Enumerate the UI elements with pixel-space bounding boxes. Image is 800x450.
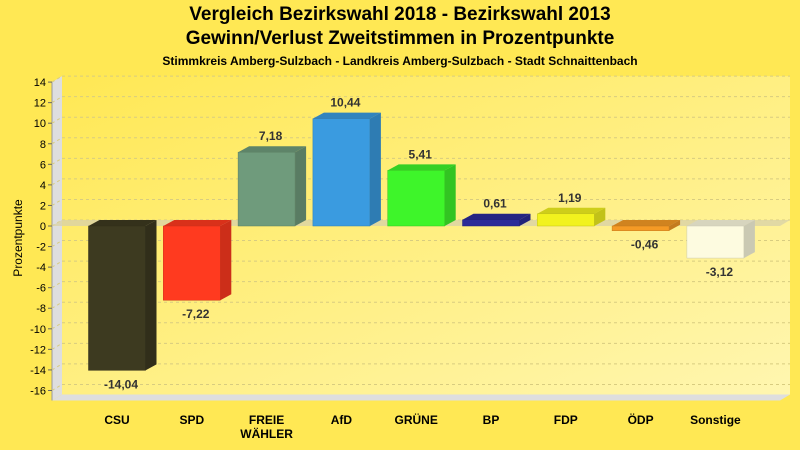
gridline-diag — [51, 157, 63, 165]
x-tick-label: Sonstige — [690, 413, 741, 427]
bar-front — [163, 225, 221, 301]
y-tick-label: -6 — [36, 283, 46, 295]
gridline-diag — [51, 137, 63, 145]
bar-top — [462, 213, 531, 220]
bar-top — [387, 164, 456, 171]
bar-top — [163, 220, 232, 226]
gridline-diag — [51, 322, 63, 330]
bar-front — [312, 118, 371, 227]
gridline-diag — [51, 116, 63, 124]
bar-spd — [163, 220, 232, 301]
bar-bp — [462, 213, 531, 227]
data-label: 10,44 — [330, 96, 360, 110]
bar-front — [611, 225, 670, 231]
bar-grüne — [387, 164, 456, 227]
x-tick-label: BP — [483, 413, 500, 427]
bar-side — [220, 220, 232, 301]
bar-top — [312, 112, 381, 119]
x-tick-label: GRÜNE — [395, 412, 438, 427]
gridline-diag — [51, 96, 63, 104]
bar-sonstige — [686, 220, 755, 259]
bar-afd — [312, 112, 381, 227]
bar-csu — [88, 220, 157, 371]
y-tick-label: 8 — [40, 139, 46, 151]
bar-side — [743, 220, 755, 259]
bar-top — [238, 146, 307, 153]
x-tick-label: SPD — [179, 413, 204, 427]
gridline-diag — [51, 384, 63, 391]
y-tick-label: 4 — [40, 180, 46, 192]
bar-front — [387, 170, 445, 227]
y-tick-label: 0 — [40, 221, 46, 233]
bar-top — [88, 220, 157, 226]
y-tick-label: 10 — [34, 118, 46, 130]
x-tick-label: ÖDP — [628, 412, 654, 427]
chart-title: Vergleich Bezirkswahl 2018 - Bezirkswahl… — [189, 4, 611, 25]
y-tick-label: -4 — [36, 262, 46, 274]
gridline-diag — [51, 342, 63, 350]
gridline-diag — [51, 178, 63, 186]
y-tick-label: -8 — [36, 303, 46, 315]
bar-top — [537, 207, 606, 214]
data-label: 5,41 — [409, 147, 433, 161]
y-axis-label: Prozentpunkte — [11, 199, 25, 277]
y-tick-label: -14 — [30, 365, 46, 377]
bar-side — [594, 207, 606, 226]
bar-fdp — [537, 207, 606, 227]
x-tick-label: FREIE — [249, 413, 284, 427]
bar-front — [237, 151, 296, 227]
bar-side — [145, 220, 157, 371]
x-tick-label: AfD — [331, 413, 353, 427]
left-wall — [52, 76, 62, 401]
gridline-diag — [51, 301, 63, 309]
y-tick-label: -2 — [36, 242, 46, 254]
gridline-diag — [51, 260, 63, 268]
gridline-diag — [51, 363, 63, 371]
y-tick-label: 6 — [40, 159, 46, 171]
y-tick-label: 2 — [40, 200, 46, 212]
data-label: -14,04 — [104, 377, 138, 391]
gridline-diag — [51, 281, 63, 289]
chart-title-2: Gewinn/Verlust Zweitstimmen in Prozentpu… — [185, 28, 615, 49]
y-tick-label: -16 — [30, 385, 46, 397]
y-tick-label: -12 — [30, 344, 46, 356]
data-label: 7,18 — [259, 129, 283, 143]
data-label: 1,19 — [558, 191, 582, 205]
bar-top — [612, 220, 681, 226]
bar-side — [295, 146, 307, 226]
bar-front — [537, 213, 595, 227]
gridline-diag — [51, 75, 63, 83]
x-tick-label: FDP — [554, 413, 578, 427]
bar-freie-wähler — [237, 146, 307, 227]
y-tick-label: -10 — [30, 324, 46, 336]
data-label: -7,22 — [182, 307, 210, 321]
chart-subtitle: Stimmkreis Amberg-Sulzbach - Landkreis A… — [162, 54, 638, 68]
data-label: -3,12 — [706, 265, 734, 279]
bar-ödp — [611, 220, 681, 231]
gridline-diag — [51, 240, 63, 247]
bar-side — [519, 213, 531, 226]
y-tick-label: 12 — [34, 98, 46, 110]
data-label: -0,46 — [631, 238, 659, 252]
data-label: 0,61 — [483, 197, 507, 211]
bar-front — [88, 225, 146, 371]
bar-front — [462, 219, 520, 227]
bar-side — [444, 164, 456, 226]
x-tick-label: CSU — [104, 413, 129, 427]
bar-side — [369, 112, 381, 226]
y-tick-label: 14 — [34, 77, 46, 89]
bar-front — [686, 225, 745, 259]
floor — [52, 394, 790, 401]
bar-side — [669, 220, 681, 231]
x-tick-label: WÄHLER — [240, 426, 293, 441]
bar-top — [686, 220, 755, 226]
gridline-diag — [51, 199, 63, 206]
